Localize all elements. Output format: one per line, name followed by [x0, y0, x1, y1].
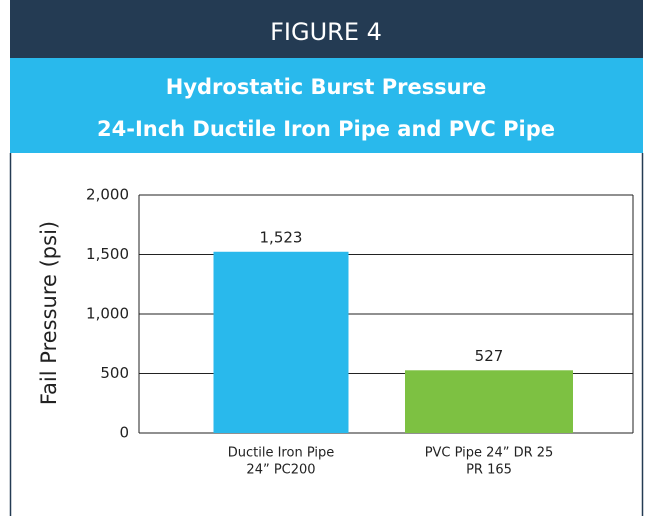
figure-label: FIGURE 4 [270, 18, 382, 46]
value-label: 1,523 [260, 228, 303, 246]
value-label: 527 [475, 347, 504, 365]
x-tick-label: Ductile Iron Pipe [228, 446, 334, 461]
bar [213, 251, 349, 433]
x-tick-label: 24” PC200 [246, 463, 315, 478]
x-tick-label: PR 165 [466, 463, 512, 478]
title-band [10, 58, 643, 153]
header-bar [10, 0, 643, 58]
bar [405, 370, 573, 433]
x-tick-label: PVC Pipe 24” DR 25 [425, 446, 554, 461]
y-tick-label: 2,000 [86, 186, 129, 204]
y-tick-label: 1,000 [86, 305, 129, 323]
y-tick-label: 0 [119, 424, 129, 442]
chart-title: 24-Inch Ductile Iron Pipe and PVC Pipe [97, 117, 555, 141]
y-tick-label: 500 [100, 364, 129, 382]
y-axis-label: Fail Pressure (psi) [37, 221, 61, 405]
y-tick-label: 1,500 [86, 245, 129, 263]
chart-title: Hydrostatic Burst Pressure [166, 75, 487, 99]
